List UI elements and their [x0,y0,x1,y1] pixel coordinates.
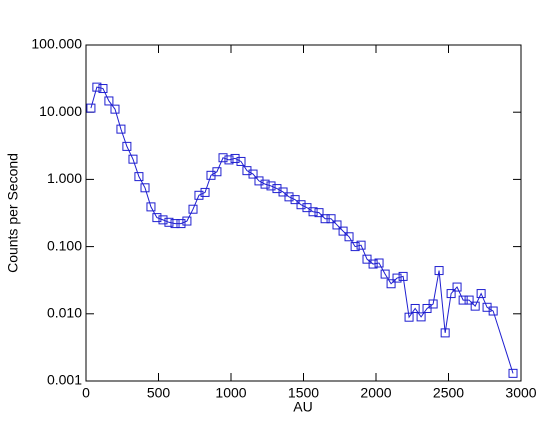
data-marker [308,207,318,217]
data-marker [260,179,270,189]
data-marker [164,217,174,227]
data-marker [290,195,300,205]
y-tick-label: 0.100 [47,237,82,253]
x-tick-label: 2000 [360,385,391,401]
data-marker [212,167,222,177]
x-tick-label: 0 [82,385,90,401]
y-tick-label: 0.001 [47,372,82,388]
data-marker [110,104,120,114]
data-marker [434,266,444,276]
data-marker [452,282,462,292]
data-marker [188,204,198,214]
x-tick-label: 2500 [433,385,464,401]
data-marker [296,200,306,210]
data-marker [446,289,456,299]
data-marker [470,301,480,311]
data-marker [248,169,258,179]
data-marker [404,312,414,322]
data-marker [332,220,342,230]
data-marker [428,299,438,309]
data-marker [200,187,210,197]
data-marker [350,242,360,252]
data-marker [266,181,276,191]
data-marker [356,240,366,250]
data-marker [230,153,240,163]
data-marker [158,215,168,225]
data-marker [440,328,450,338]
data-marker [134,172,144,182]
y-tick-label: 10.000 [39,103,82,119]
data-marker [362,254,372,264]
data-marker [314,208,324,218]
x-tick-label: 3000 [505,385,536,401]
data-marker [464,295,474,305]
data-marker [416,312,426,322]
data-marker [194,190,204,200]
data-marker [128,154,138,164]
data-marker [104,96,114,106]
x-axis-label: AU [293,399,312,415]
data-marker [272,184,282,194]
data-marker [508,368,518,378]
data-marker [338,226,348,236]
x-tick-label: 500 [147,385,171,401]
data-marker [320,214,330,224]
data-marker [116,124,126,134]
data-marker [410,303,420,313]
data-marker [380,269,390,279]
data-marker [146,202,156,212]
data-marker [86,103,96,113]
plot-frame [85,44,522,382]
data-marker [182,216,192,226]
x-tick-label: 1500 [288,385,319,401]
data-marker [458,295,468,305]
y-tick-label: 100.000 [31,36,82,52]
data-marker [386,279,396,289]
y-tick-label: 1.000 [47,170,82,186]
data-marker [398,271,408,281]
x-tick-label: 1000 [215,385,246,401]
data-marker [218,153,228,163]
data-marker [284,192,294,202]
data-marker [344,232,354,242]
data-marker [224,155,234,165]
data-marker [242,166,252,176]
data-marker [152,213,162,223]
y-axis-label: Counts per Second [5,153,21,273]
series-line [90,86,514,374]
data-marker [122,141,132,151]
y-tick-label: 0.010 [47,305,82,321]
data-marker [170,219,180,229]
data-marker [140,183,150,193]
data-marker [326,214,336,224]
data-marker [476,289,486,299]
data-marker [368,259,378,269]
data-marker [92,82,102,92]
data-marker [254,176,264,186]
data-marker [236,156,246,166]
data-marker [392,273,402,283]
data-marker [488,306,498,316]
data-marker [98,84,108,94]
data-marker [374,258,384,268]
data-marker [176,219,186,229]
data-marker [278,187,288,197]
